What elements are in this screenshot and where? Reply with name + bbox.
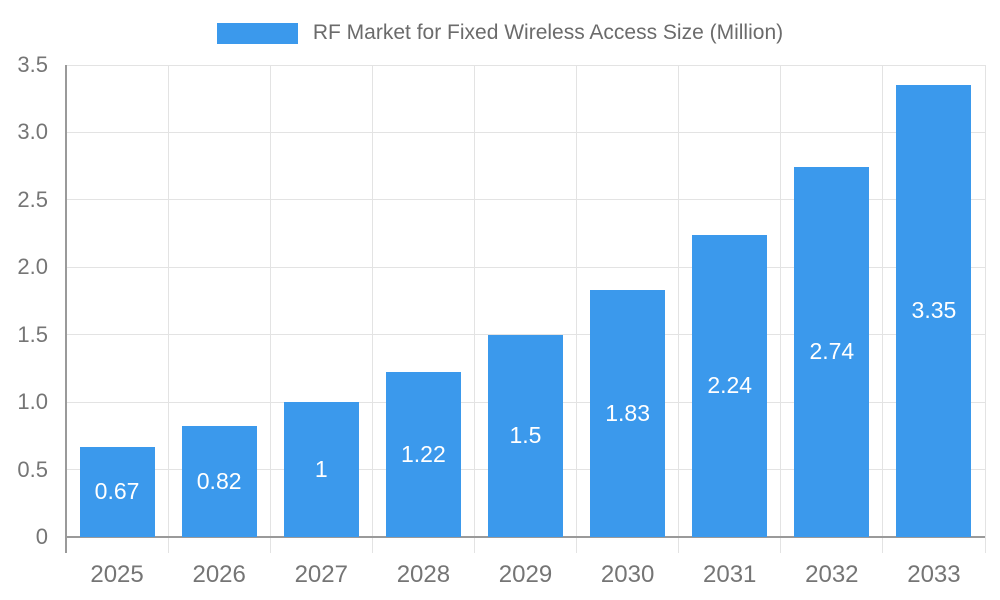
x-gridline — [371, 65, 373, 553]
x-tick-label: 2025 — [90, 561, 144, 588]
y-tick-label: 0 — [35, 524, 48, 549]
legend-label: RF Market for Fixed Wireless Access Size… — [312, 21, 784, 44]
bar-value-label: 1.22 — [400, 440, 446, 467]
x-tick-label: 2030 — [600, 561, 655, 588]
bar-value-label: 1.5 — [509, 421, 542, 448]
y-gridline — [66, 64, 985, 66]
x-gridline — [269, 65, 271, 553]
x-tick-label: 2026 — [192, 561, 246, 588]
bar-value-label: 1 — [314, 455, 328, 482]
x-axis-line — [66, 536, 985, 538]
bar — [79, 446, 155, 537]
bar-value-label: 3.35 — [911, 297, 957, 324]
bar — [181, 426, 257, 537]
bar-value-label: 0.82 — [196, 467, 242, 494]
x-gridline — [576, 65, 578, 553]
bar-value-label: 2.74 — [809, 338, 855, 365]
x-tick-label: 2028 — [396, 561, 451, 588]
y-tick-label: 2.5 — [17, 186, 48, 212]
bar — [385, 372, 461, 537]
x-gridline — [780, 65, 782, 553]
bar — [488, 334, 563, 537]
bar — [283, 402, 359, 537]
bar — [692, 234, 768, 537]
bar — [896, 85, 972, 537]
y-tick-label: 3.0 — [17, 119, 48, 145]
y-tick-label: 0.5 — [17, 456, 48, 482]
bar-value-label: 0.67 — [94, 477, 140, 504]
bar — [590, 290, 666, 537]
y-tick-label: 1.5 — [17, 321, 48, 347]
y-gridline — [66, 199, 985, 201]
x-tick-label: 2033 — [907, 561, 961, 588]
y-axis-line — [65, 65, 67, 553]
x-gridline — [167, 65, 169, 553]
bar — [794, 167, 870, 537]
bar-value-label: 2.24 — [707, 371, 753, 398]
y-tick-label: 3.5 — [17, 52, 48, 77]
x-gridline — [984, 65, 986, 553]
chart-legend: RF Market for Fixed Wireless Access Size… — [0, 14, 1000, 52]
x-tick-label: 2027 — [294, 561, 348, 588]
y-gridline — [66, 131, 985, 133]
x-tick-label: 2029 — [498, 561, 553, 588]
bar-value-label: 1.83 — [605, 399, 650, 426]
x-gridline — [882, 65, 884, 553]
x-gridline — [678, 65, 680, 553]
x-gridline — [473, 65, 475, 553]
legend-swatch-icon — [216, 22, 298, 44]
y-tick-label: 1.0 — [17, 389, 48, 415]
x-tick-label: 2031 — [703, 561, 757, 588]
y-gridline — [66, 266, 985, 268]
y-tick-label: 2.0 — [17, 254, 48, 280]
x-tick-label: 2032 — [805, 561, 859, 588]
